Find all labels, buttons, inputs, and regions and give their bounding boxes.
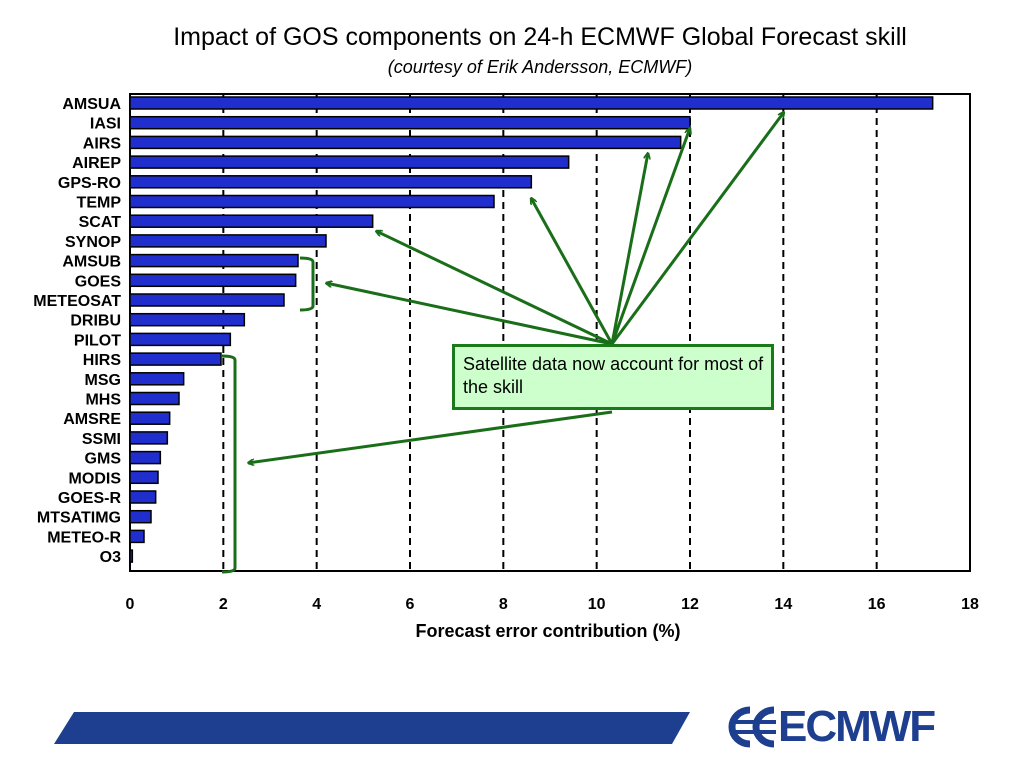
category-label-mtsatimg: MTSATIMG [37, 510, 121, 527]
bar-airs [129, 135, 682, 150]
category-label-msg: MSG [85, 372, 121, 389]
bar-modis [129, 470, 159, 485]
bar-goes [129, 273, 297, 288]
x-tick-label-12: 12 [681, 596, 699, 613]
callout-text: Satellite data now account for most of t… [463, 354, 764, 397]
bar-dribu [129, 312, 246, 327]
category-label-ssmi: SSMI [82, 431, 121, 448]
x-tick-label-8: 8 [499, 596, 508, 613]
category-label-goes: GOES [75, 273, 122, 290]
category-label-dribu: DRIBU [70, 313, 121, 330]
category-label-goes-r: GOES-R [58, 490, 122, 507]
x-tick-label-4: 4 [312, 596, 321, 613]
arrow-to-hirs-bracket [248, 410, 613, 463]
bracket-hirs-o3 [221, 354, 237, 574]
bar-meteo-r [129, 529, 145, 544]
annotations [221, 112, 784, 574]
category-label-pilot: PILOT [74, 332, 121, 349]
category-label-amsua: AMSUA [62, 96, 121, 113]
category-label-meteosat: METEOSAT [33, 293, 121, 310]
category-label-meteo-r: METEO-R [47, 529, 121, 546]
bar-gps-ro [129, 175, 533, 189]
category-label-temp: TEMP [77, 195, 122, 212]
x-tick-label-14: 14 [774, 596, 792, 613]
category-label-synop: SYNOP [65, 234, 121, 251]
bar-scat [129, 214, 374, 228]
category-label-airep: AIREP [72, 155, 121, 172]
bar-meteosat [129, 293, 285, 307]
ecmwf-logo-text: ECMWF [778, 702, 936, 751]
category-label-modis: MODIS [69, 470, 122, 487]
x-tick-label-10: 10 [588, 596, 606, 613]
bar-iasi [129, 115, 691, 130]
callout-box: Satellite data now account for most of t… [452, 344, 774, 410]
bar-goes-r [129, 490, 157, 504]
category-label-o3: O3 [100, 549, 121, 566]
chart-title: Impact of GOS components on 24-h ECMWF G… [173, 23, 907, 51]
chart-subtitle: (courtesy of Erik Andersson, ECMWF) [387, 57, 693, 77]
x-axis-title: Forecast error contribution (%) [415, 621, 680, 641]
bar-pilot [129, 332, 232, 347]
x-tick-label-6: 6 [406, 596, 415, 613]
footer-band [54, 712, 690, 744]
bar-temp [129, 194, 495, 209]
category-label-amsre: AMSRE [63, 411, 121, 428]
bar-hirs [129, 352, 222, 366]
arrow-to-scat [376, 229, 613, 346]
category-label-amsub: AMSUB [62, 254, 121, 271]
category-label-gms: GMS [85, 451, 122, 468]
arrow-to-amsua [610, 112, 784, 345]
x-tick-label-0: 0 [126, 596, 135, 613]
category-label-iasi: IASI [90, 116, 121, 133]
bar-mhs [129, 391, 180, 406]
x-tick-label-16: 16 [868, 596, 886, 613]
bar-msg [129, 372, 185, 386]
category-labels: AMSUA IASI AIRS AIREP GPS-RO TEMP SCAT SYNOP AMS… [33, 96, 121, 566]
bracket-amsub-meteosat [299, 256, 315, 312]
bar-gms [129, 450, 162, 465]
x-tick-label-18: 18 [961, 596, 979, 613]
arrow-to-gpsro [529, 198, 614, 345]
x-tick-label-2: 2 [219, 596, 228, 613]
bar-synop [129, 234, 327, 248]
bar-amsub [129, 253, 299, 268]
arrow-to-amsub-bracket [326, 283, 613, 346]
bar-o3 [129, 549, 134, 563]
bar-ssmi [129, 431, 169, 445]
x-tick-labels: 0 2 4 6 8 10 12 14 16 18 [126, 596, 979, 613]
category-label-airs: AIRS [83, 135, 122, 152]
ecmwf-logo: ECMWF [722, 702, 936, 751]
plot-area-frame [129, 93, 971, 572]
arrow-to-airs [610, 153, 648, 345]
category-label-hirs: HIRS [83, 352, 122, 369]
arrow-to-iasi [610, 128, 690, 345]
bar-airep [129, 155, 570, 169]
bars [129, 96, 934, 563]
gridlines [222, 94, 878, 571]
bar-amsre [129, 411, 171, 425]
category-label-gps-ro: GPS-RO [58, 175, 121, 192]
category-label-scat: SCAT [79, 214, 122, 231]
bar-mtsatimg [129, 509, 152, 524]
bar-amsua [129, 96, 934, 110]
category-label-mhs: MHS [85, 392, 121, 409]
ecmwf-logo-mark [728, 706, 776, 748]
